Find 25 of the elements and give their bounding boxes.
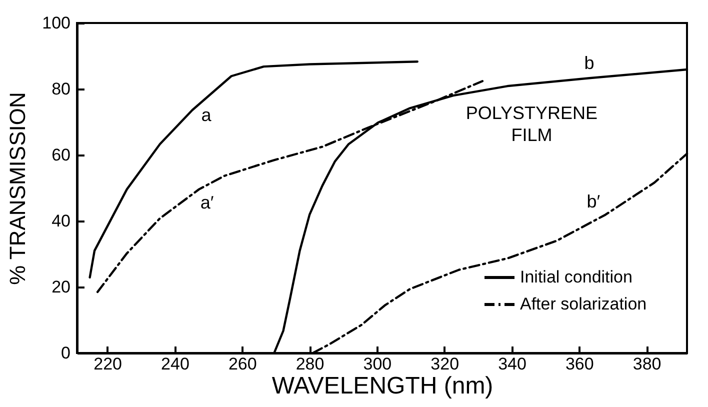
y-tick-label: 80 (52, 80, 70, 98)
annotation: POLYSTYRENE FILM (466, 103, 598, 146)
line-series (88, 60, 418, 279)
x-tick-label: 300 (363, 354, 392, 374)
x-tick-label: 380 (632, 354, 662, 374)
annotation: a (201, 105, 212, 126)
annotation: a′ (200, 192, 214, 212)
x-tick-label: 320 (430, 354, 460, 374)
y-tick-label: 60 (52, 146, 70, 164)
x-tick-label: 280 (296, 354, 324, 374)
legend-label: After solarization (520, 294, 647, 314)
y-tick-label: 0 (61, 344, 70, 362)
x-tick-label: 340 (498, 354, 526, 374)
y-tick-label: 100 (42, 14, 70, 32)
x-axis-title: WAVELENGTH (nm) (272, 372, 494, 400)
x-tick-label: 260 (228, 354, 257, 374)
legend-label: Initial condition (520, 268, 632, 286)
y-axis-title: % TRANSMISSION (5, 92, 30, 285)
x-tick-label: 240 (161, 354, 190, 374)
y-tick-label: 40 (52, 212, 70, 230)
annotation: b (584, 53, 594, 74)
annotation: b′ (586, 192, 601, 212)
x-tick-label: 220 (94, 354, 122, 374)
x-tick-label: 360 (565, 354, 594, 374)
y-tick-label: 20 (52, 278, 70, 296)
